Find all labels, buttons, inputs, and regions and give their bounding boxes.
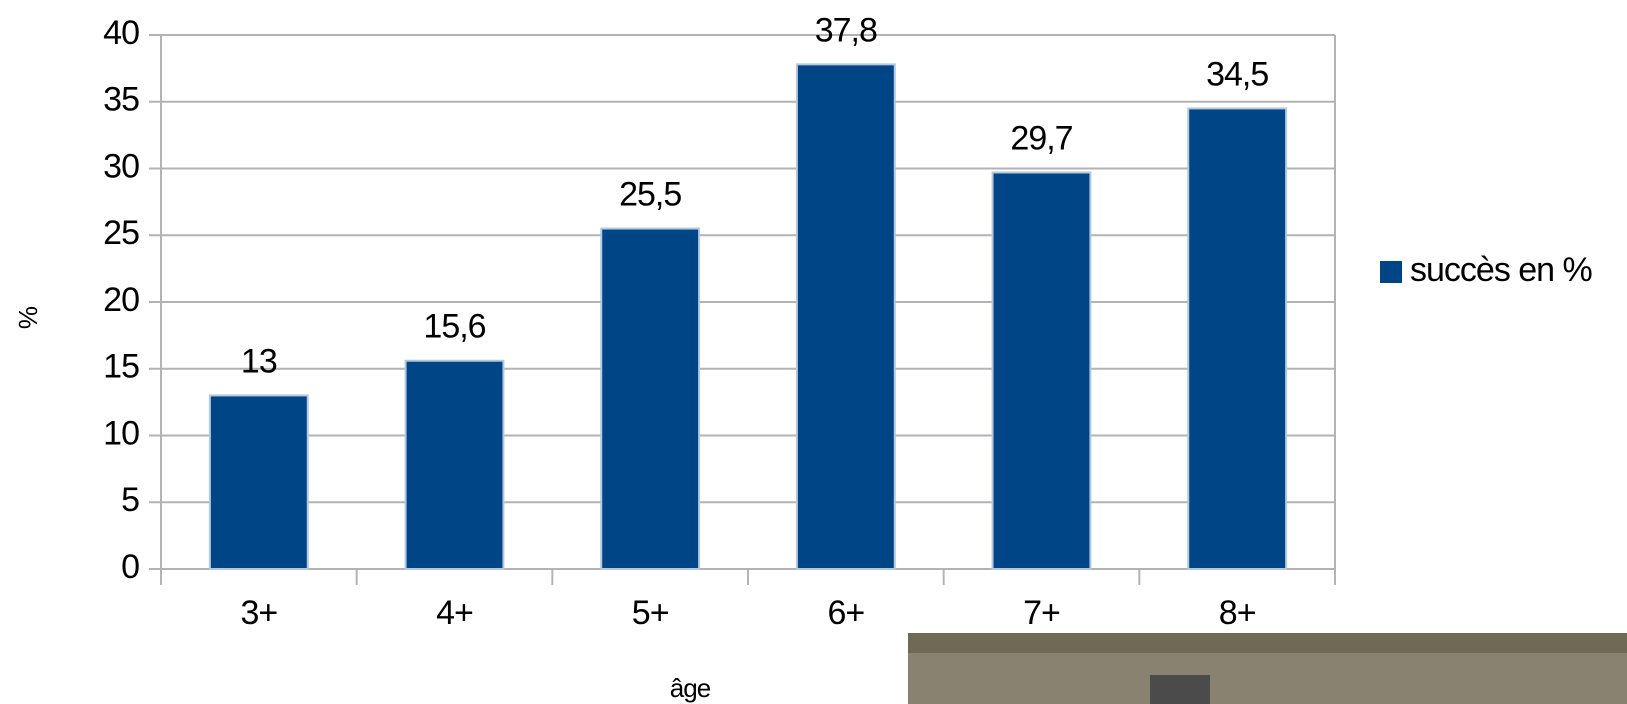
y-axis-label: %	[13, 306, 43, 329]
x-tick-label: 3+	[240, 594, 277, 632]
data-label: 29,7	[1010, 119, 1072, 157]
y-tick-label: 10	[103, 414, 139, 452]
y-tick-label: 5	[121, 481, 139, 519]
data-label: 34,5	[1206, 55, 1268, 93]
bar	[991, 171, 1092, 570]
x-axis-label: âge	[670, 673, 711, 703]
bar	[795, 63, 896, 571]
y-tick-label: 35	[103, 81, 139, 119]
data-label: 15,6	[423, 308, 485, 346]
y-tick-label: 0	[121, 548, 139, 586]
bar	[404, 359, 505, 570]
bar	[1187, 107, 1288, 571]
x-tick-label: 8+	[1219, 594, 1256, 632]
bar	[600, 227, 701, 570]
data-label: 13	[241, 342, 277, 380]
x-tick-label: 4+	[436, 594, 473, 632]
data-label: 37,8	[815, 11, 877, 49]
bar	[208, 394, 309, 571]
y-tick-label: 30	[103, 147, 139, 185]
x-tick-label: 6+	[827, 594, 864, 632]
y-tick-label: 15	[103, 348, 139, 386]
x-tick-label: 5+	[632, 594, 669, 632]
y-tick-label: 25	[103, 214, 139, 252]
x-tick-label: 7+	[1023, 594, 1060, 632]
y-tick-label: 40	[103, 14, 139, 52]
legend-label: succès en %	[1410, 251, 1593, 289]
y-tick-label: 20	[103, 281, 139, 319]
photo	[908, 633, 1627, 704]
legend-swatch	[1380, 261, 1402, 283]
data-label: 25,5	[619, 176, 681, 214]
